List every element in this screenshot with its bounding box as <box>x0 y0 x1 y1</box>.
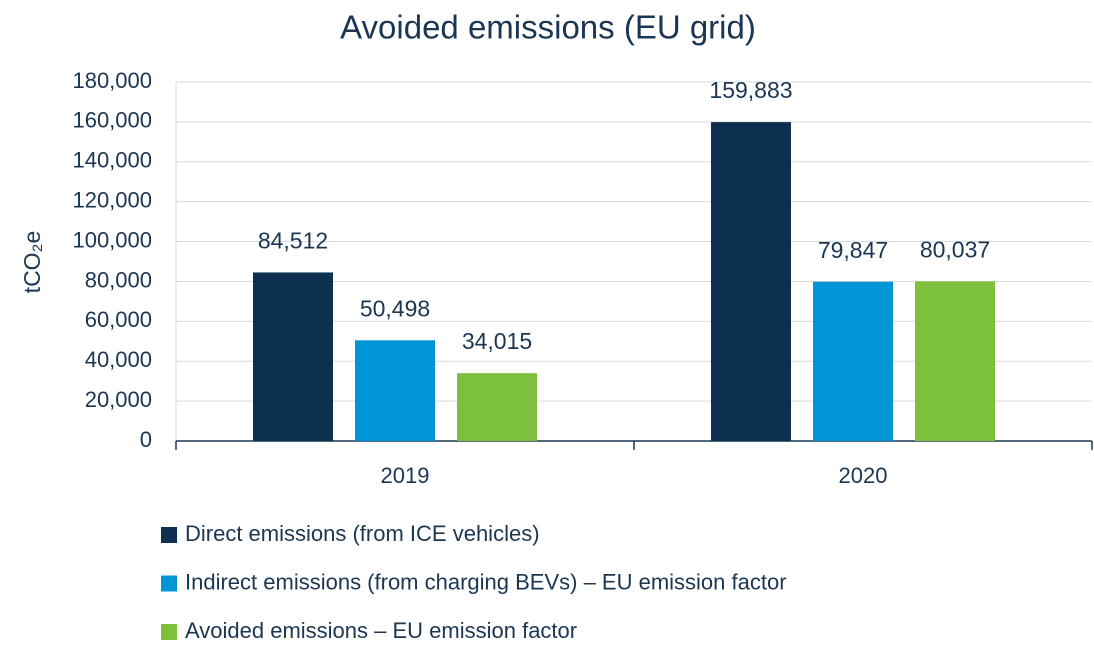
x-tick-label: 2020 <box>839 463 888 488</box>
bar <box>253 272 333 441</box>
x-tick-label: 2019 <box>381 463 430 488</box>
legend-label: Direct emissions (from ICE vehicles) <box>185 521 540 546</box>
legend-swatch <box>161 527 177 543</box>
y-tick-label: 180,000 <box>72 68 152 93</box>
value-label: 159,883 <box>709 77 792 103</box>
bar <box>711 122 791 441</box>
y-tick-label: 100,000 <box>72 227 152 252</box>
y-tick-label: 120,000 <box>72 187 152 212</box>
chart-title: Avoided emissions (EU grid) <box>340 9 756 46</box>
value-label: 50,498 <box>360 295 430 321</box>
y-axis-label: tCO₂e <box>19 231 45 294</box>
bar <box>915 281 995 441</box>
y-tick-label: 140,000 <box>72 148 152 173</box>
bar <box>355 340 435 441</box>
value-label: 79,847 <box>818 237 888 263</box>
legend-label: Avoided emissions – EU emission factor <box>185 618 577 643</box>
y-tick-label: 0 <box>140 427 152 452</box>
bar <box>457 373 537 441</box>
value-label: 80,037 <box>920 236 990 262</box>
value-label: 34,015 <box>462 328 532 354</box>
bar <box>813 281 893 441</box>
y-tick-label: 40,000 <box>85 347 152 372</box>
y-tick-label: 60,000 <box>85 307 152 332</box>
y-tick-label: 80,000 <box>85 267 152 292</box>
y-tick-label: 20,000 <box>85 387 152 412</box>
y-tick-label: 160,000 <box>72 108 152 133</box>
legend-swatch <box>161 575 177 592</box>
legend-swatch <box>161 624 177 640</box>
value-label: 84,512 <box>258 228 328 254</box>
legend-label: Indirect emissions (from charging BEVs) … <box>185 569 787 594</box>
